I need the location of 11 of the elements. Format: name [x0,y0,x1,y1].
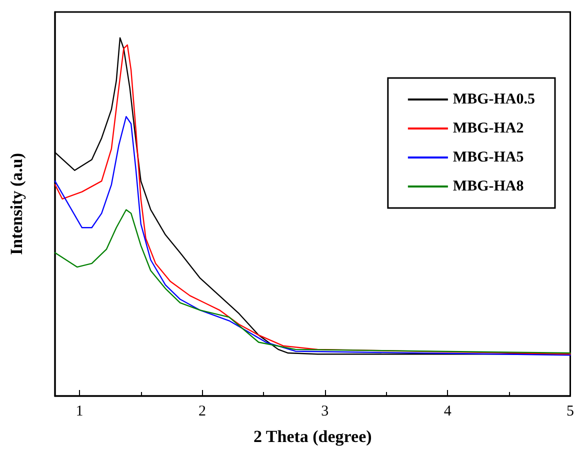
x-tick-label: 2 [198,404,206,420]
legend-label: MBG-HA5 [452,150,524,166]
x-tick-label: 5 [566,404,574,420]
legend-label: MBG-HA0.5 [452,92,536,108]
x-tick-label: 1 [76,404,84,420]
x-axis-title: 2 Theta (degree) [253,427,372,446]
legend-label: MBG-HA2 [452,120,524,136]
x-tick-label: 4 [444,404,452,420]
x-tick-label: 3 [321,404,329,420]
legend-label: MBG-HA8 [452,178,524,194]
y-axis-title: Intensity (a.u) [7,152,26,256]
